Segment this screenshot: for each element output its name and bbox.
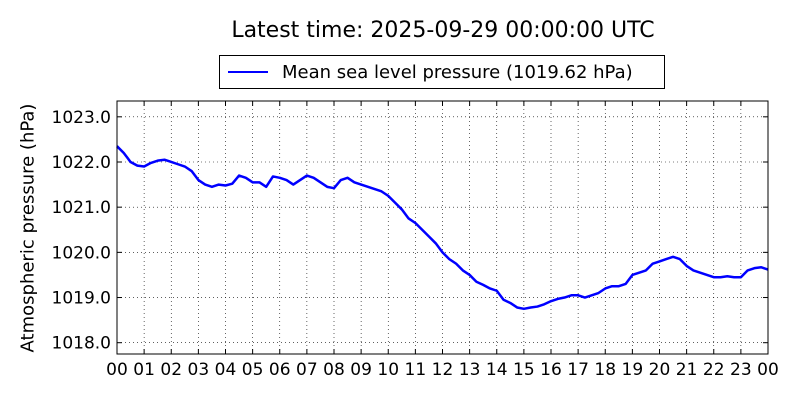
y-tick-label: 1018.0 [52,334,111,354]
x-tick-label: 07 [296,360,318,380]
y-tick-label: 1021.0 [52,198,111,218]
x-tick-label: 01 [133,360,155,380]
x-tick-label: 14 [486,360,508,380]
chart-title: Latest time: 2025-09-29 00:00:00 UTC [231,18,655,43]
x-tick-label: 23 [730,360,752,380]
x-tick-label: 02 [160,360,182,380]
x-tick-label: 22 [703,360,725,380]
x-tick-label: 21 [676,360,698,380]
series-line-mean-sea-level-pressure [116,145,769,311]
x-tick-label: 00 [106,360,128,380]
y-tick-label: 1019.0 [52,289,111,309]
series-layer [116,145,769,311]
y-tick-label: 1022.0 [52,153,111,173]
legend-line-swatch [228,71,268,73]
plot-frame [116,100,769,355]
x-tick-label: 19 [622,360,644,380]
x-tick-label: 18 [594,360,616,380]
x-tick-label: 17 [567,360,589,380]
tick-labels: 00 01 02 03 04 05 06 07 08 09 10 11 12 13 14 15 16 17 18 19… [52,108,779,380]
axis-ticks [116,101,769,354]
x-tick-label: 08 [323,360,345,380]
y-tick-label: 1023.0 [52,108,111,128]
x-tick-label: 13 [459,360,481,380]
x-tick-label: 11 [405,360,427,380]
x-tick-label: 04 [215,360,237,380]
x-tick-label: 15 [513,360,535,380]
x-tick-label: 03 [188,360,210,380]
y-tick-label: 1020.0 [52,243,111,263]
legend-label: Mean sea level pressure (1019.62 hPa) [282,61,633,83]
x-tick-label: 10 [377,360,399,380]
x-tick-label: 16 [540,360,562,380]
legend: Mean sea level pressure (1019.62 hPa) [219,55,665,89]
x-tick-label: 20 [649,360,671,380]
grid-lines [117,101,768,354]
x-tick-label: 06 [269,360,291,380]
x-tick-label: 12 [432,360,454,380]
x-tick-label: 00 [757,360,779,380]
x-tick-label: 05 [242,360,264,380]
x-tick-label: 09 [350,360,372,380]
